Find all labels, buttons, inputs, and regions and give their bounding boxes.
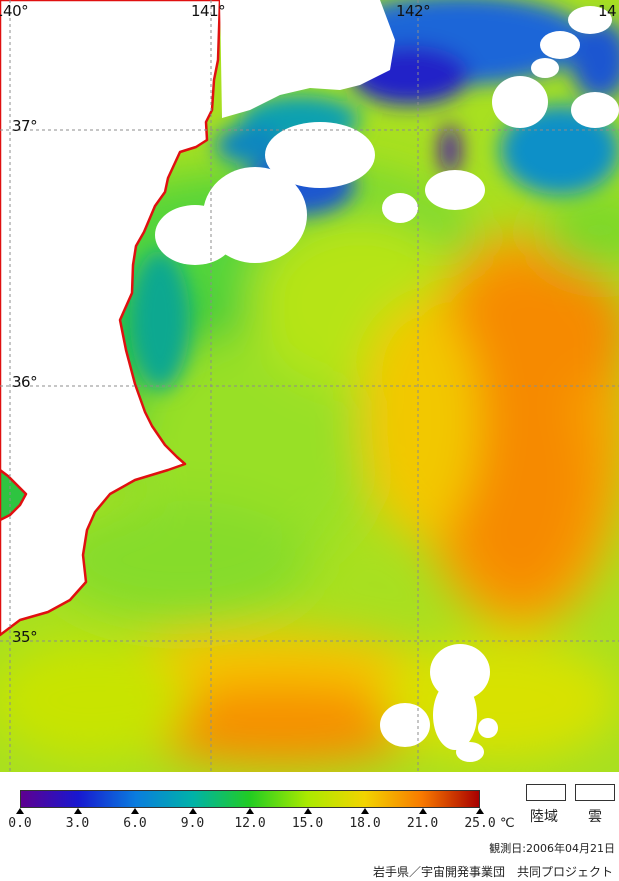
sst-map-canvas	[0, 0, 619, 772]
scale-tick-label: 3.0	[65, 816, 90, 831]
sst-map: 140° 141° 142° 14 37° 36° 35°	[0, 0, 619, 772]
scale-tick	[73, 808, 82, 814]
graticule	[0, 0, 619, 772]
latitude-label-37: 37°	[12, 117, 38, 135]
longitude-label-143: 14	[598, 2, 617, 20]
scale-tick-label: 12.0	[234, 816, 266, 831]
cloud-mask	[155, 0, 619, 762]
scale-tick-label: 18.0	[349, 816, 381, 831]
scale-tick	[246, 808, 254, 814]
scale-tick	[361, 808, 369, 814]
land-mask	[0, 0, 222, 637]
observation-date: 観測日:2006年04月21日	[489, 842, 615, 855]
latitude-label-35: 35°	[12, 628, 38, 646]
longitude-label-142: 142°	[396, 2, 431, 20]
credit-line: 岩手県／宇宙開発事業団 共同プロジェクト	[372, 865, 613, 879]
scale-tick	[418, 808, 427, 814]
scale-tick	[188, 808, 197, 814]
land-swatch	[526, 784, 566, 801]
scale-tick	[16, 808, 24, 814]
scale-tick-label: 15.0	[291, 816, 324, 831]
cloud-label: 雲	[588, 809, 602, 825]
scale-tick	[303, 808, 312, 814]
temperature-color-scale	[20, 790, 480, 808]
land-label: 陸域	[530, 809, 558, 825]
scale-tick-label: 6.0	[123, 816, 147, 831]
scale-tick-label: 21.0	[406, 816, 439, 831]
scale-tick-label: 0.0	[8, 816, 32, 831]
longitude-label-141: 141°	[191, 2, 226, 20]
latitude-label-36: 36°	[12, 373, 38, 391]
longitude-label-140: 140°	[0, 2, 29, 20]
legend: ℃ 陸域 雲 観測日:2006年04月21日 岩手県／宇宙開発事業団 共同プロジ…	[0, 772, 619, 881]
unit-label: ℃	[500, 816, 515, 831]
scale-tick	[131, 808, 139, 814]
scale-tick	[476, 808, 484, 814]
scale-tick-label: 9.0	[180, 816, 205, 831]
scale-tick-label: 25.0	[464, 816, 496, 831]
cloud-swatch	[575, 784, 615, 801]
